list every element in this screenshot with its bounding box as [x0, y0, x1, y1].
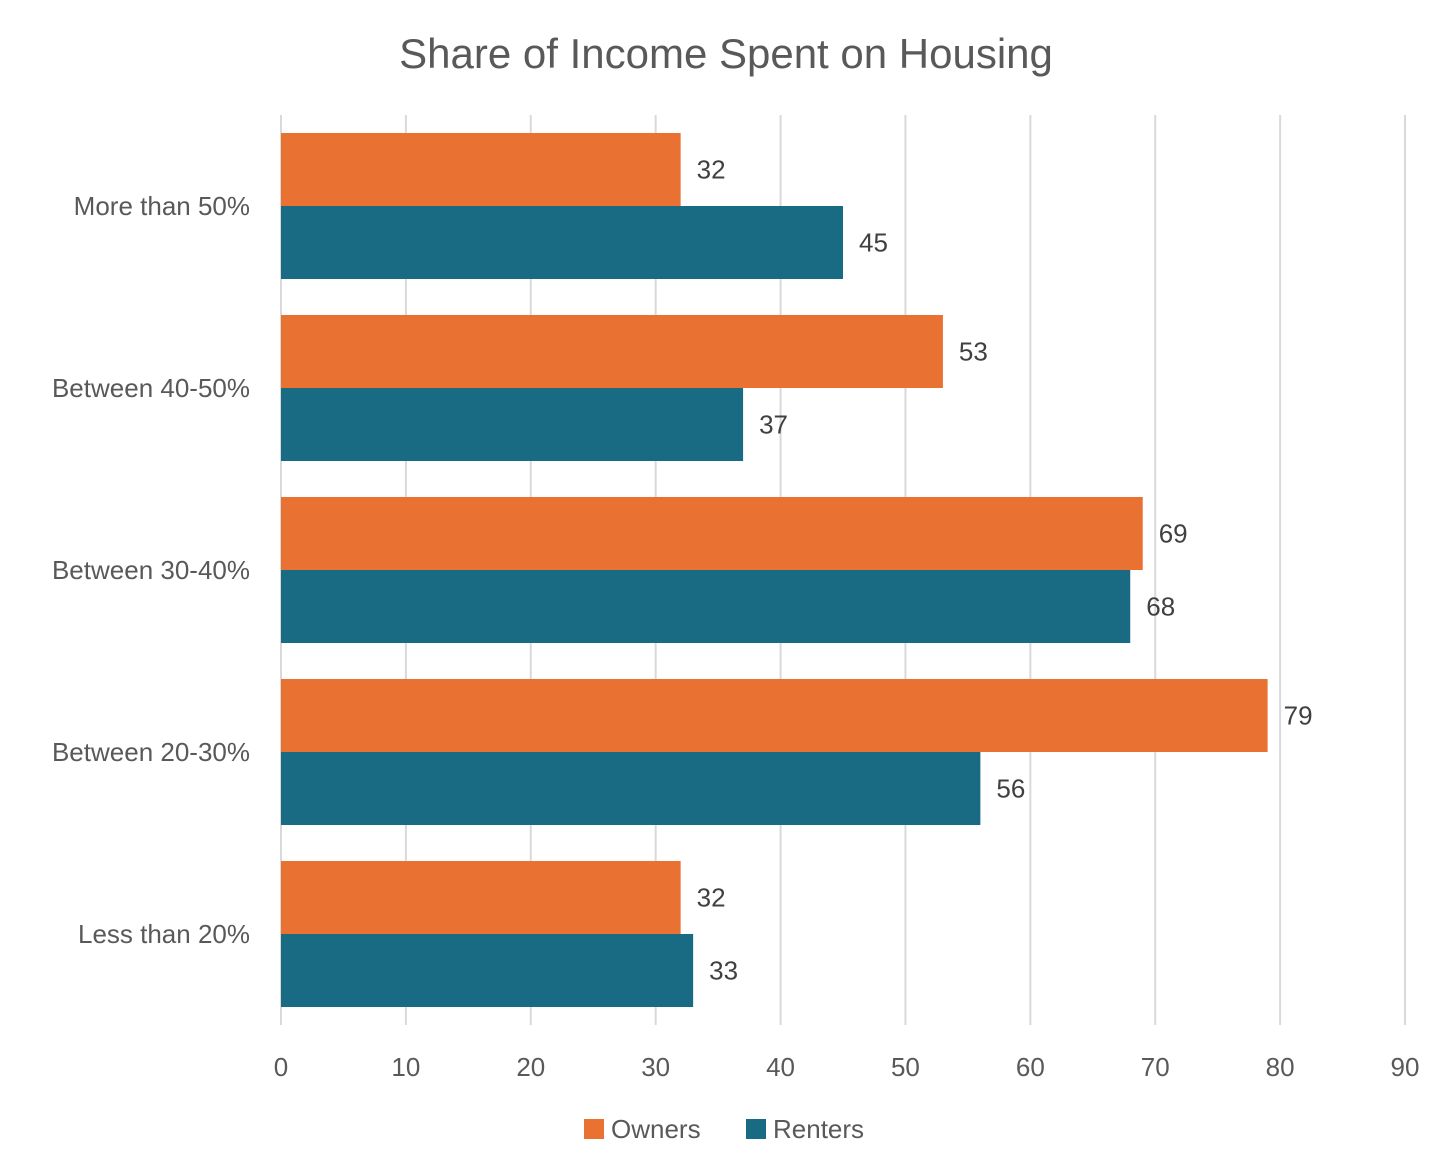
data-label-owners: 79 — [1284, 701, 1313, 731]
bar-owners — [281, 133, 681, 206]
bar-owners — [281, 861, 681, 934]
data-label-renters: 45 — [859, 228, 888, 258]
x-tick-label: 30 — [641, 1052, 670, 1082]
bar-owners — [281, 679, 1268, 752]
legend-label-renters: Renters — [773, 1114, 864, 1144]
x-tick-label: 10 — [391, 1052, 420, 1082]
value-axis: 0 10 20 30 40 50 60 70 80 90 — [274, 1052, 1420, 1082]
legend-swatch-renters — [746, 1119, 766, 1139]
category-label: Between 30-40% — [52, 555, 250, 585]
x-tick-label: 90 — [1391, 1052, 1420, 1082]
legend-label-owners: Owners — [611, 1114, 701, 1144]
x-tick-label: 70 — [1141, 1052, 1170, 1082]
x-tick-label: 80 — [1266, 1052, 1295, 1082]
x-tick-label: 60 — [1016, 1052, 1045, 1082]
category-axis: More than 50% Between 40-50% Between 30-40… — [52, 191, 250, 949]
category-label: Between 20-30% — [52, 737, 250, 767]
data-label-owners: 69 — [1159, 519, 1188, 549]
category-label: More than 50% — [74, 191, 250, 221]
bar-renters — [281, 570, 1131, 643]
legend: Owners Renters — [584, 1114, 864, 1144]
bar-renters — [281, 206, 843, 279]
data-label-owners: 32 — [697, 883, 726, 913]
x-tick-label: 50 — [891, 1052, 920, 1082]
bar-renters — [281, 934, 694, 1007]
data-labels: 32 45 53 37 69 68 79 56 32 33 — [697, 155, 1313, 986]
data-label-renters: 33 — [709, 956, 738, 986]
bar-owners — [281, 315, 943, 388]
bars — [281, 133, 1268, 1007]
category-label: Between 40-50% — [52, 373, 250, 403]
data-label-renters: 37 — [759, 410, 788, 440]
x-tick-label: 20 — [516, 1052, 545, 1082]
x-tick-label: 0 — [274, 1052, 288, 1082]
legend-swatch-owners — [584, 1119, 604, 1139]
data-label-owners: 32 — [697, 155, 726, 185]
data-label-owners: 53 — [959, 337, 988, 367]
data-label-renters: 68 — [1146, 592, 1175, 622]
x-tick-label: 40 — [766, 1052, 795, 1082]
chart-title: Share of Income Spent on Housing — [399, 30, 1053, 77]
bar-renters — [281, 388, 744, 461]
data-label-renters: 56 — [996, 774, 1025, 804]
bar-owners — [281, 497, 1143, 570]
bar-renters — [281, 752, 981, 825]
category-label: Less than 20% — [78, 919, 250, 949]
